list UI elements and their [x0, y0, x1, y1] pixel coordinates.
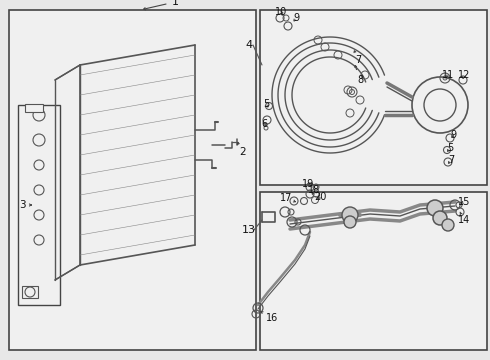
- Text: 19: 19: [302, 179, 314, 189]
- Text: 2: 2: [238, 143, 246, 157]
- Circle shape: [433, 211, 447, 225]
- Text: 7: 7: [448, 155, 454, 165]
- Text: 10: 10: [275, 7, 287, 17]
- Text: 15: 15: [458, 197, 470, 207]
- Text: 16: 16: [261, 311, 278, 323]
- Text: 9: 9: [293, 13, 299, 23]
- Text: 13: 13: [242, 225, 256, 235]
- Text: 7: 7: [354, 51, 361, 65]
- Text: 20: 20: [314, 192, 326, 202]
- Circle shape: [342, 207, 358, 223]
- Bar: [260, 192, 487, 350]
- Text: 12: 12: [458, 70, 470, 80]
- Text: 6: 6: [261, 119, 267, 129]
- Text: 11: 11: [442, 70, 454, 80]
- Text: 17: 17: [280, 193, 295, 203]
- Circle shape: [427, 200, 443, 216]
- Circle shape: [344, 216, 356, 228]
- Text: 18: 18: [308, 185, 320, 195]
- Text: 1: 1: [144, 0, 178, 10]
- Bar: [18, 105, 60, 305]
- Bar: [260, 10, 487, 185]
- Text: 14: 14: [458, 212, 470, 225]
- Text: 4: 4: [245, 40, 252, 50]
- Text: 5: 5: [263, 99, 269, 109]
- Circle shape: [442, 219, 454, 231]
- Text: 8: 8: [355, 66, 363, 85]
- Text: 5: 5: [447, 143, 453, 153]
- Text: 3: 3: [19, 200, 31, 210]
- Bar: [9, 10, 256, 350]
- Text: 9: 9: [450, 130, 456, 140]
- Bar: [25, 104, 43, 112]
- Bar: [22, 286, 38, 298]
